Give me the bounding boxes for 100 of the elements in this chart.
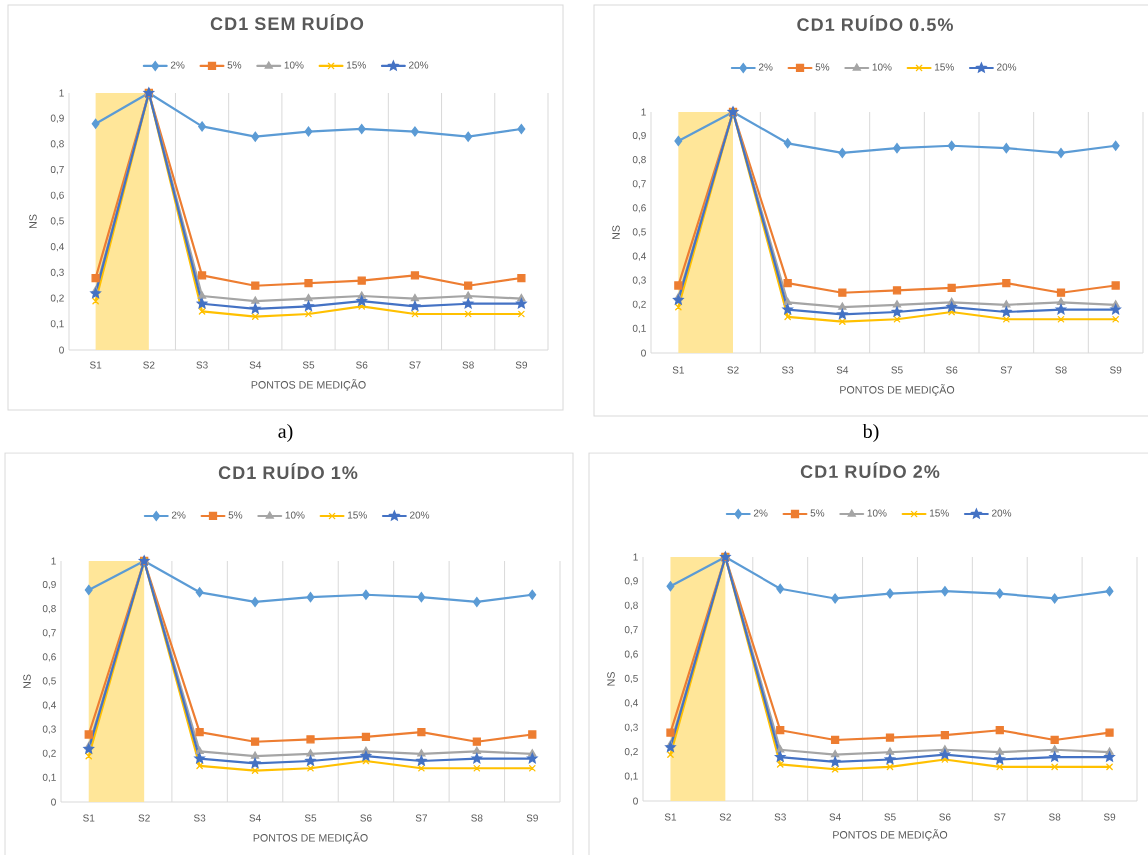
legend-label: 20%	[410, 511, 430, 519]
y-tick-label: 0	[641, 349, 646, 357]
x-tick-label: S7	[994, 813, 1006, 821]
y-tick-label: 1	[641, 108, 646, 116]
y-tick-label: 0,3	[624, 723, 638, 732]
y-axis-title: NS	[29, 214, 37, 229]
x-tick-label: S2	[727, 366, 739, 374]
y-tick-label: 0	[51, 798, 56, 806]
y-tick-label: 0,4	[50, 243, 65, 252]
x-tick-label: S2	[719, 813, 731, 821]
y-axis-title: NS	[607, 672, 615, 686]
y-tick-label: 0,3	[42, 725, 56, 734]
x-tick-label: S4	[836, 366, 849, 374]
y-tick-label: 0,8	[632, 156, 646, 165]
x-tick-label: S1	[664, 813, 677, 821]
legend-label: 5%	[815, 63, 830, 71]
legend-label: 20%	[997, 63, 1017, 71]
y-tick-label: 0,2	[624, 748, 638, 757]
y-tick-label: 0,1	[632, 324, 646, 334]
x-tick-label: S9	[1103, 813, 1116, 821]
y-tick-label: 0,1	[50, 320, 64, 329]
x-tick-label: S8	[1055, 366, 1067, 374]
y-tick-label: 0,6	[632, 204, 646, 213]
y-axis-title: NS	[23, 674, 31, 689]
y-tick-label: 0,6	[50, 191, 64, 200]
x-tick-label: S6	[946, 366, 958, 374]
y-tick-label: 0,8	[50, 140, 64, 149]
y-tick-label: 0,9	[42, 580, 56, 590]
chart-title: CD1 RUÍDO 0.5%	[797, 14, 953, 32]
y-tick-label: 0,3	[50, 268, 64, 278]
legend-label: 10%	[284, 61, 304, 69]
legend-label: 2%	[753, 509, 768, 517]
x-tick-label: S5	[891, 366, 903, 374]
y-tick-label: 0,3	[632, 276, 646, 285]
legend-label: 2%	[171, 511, 186, 519]
legend-label: 15%	[929, 509, 949, 517]
legend-label: 5%	[227, 61, 242, 69]
x-tick-label: S7	[415, 814, 428, 822]
y-tick-label: 0,5	[42, 677, 56, 686]
x-axis-title: PONTOS DE MEDIÇÃO	[253, 832, 368, 844]
y-tick-label: 0,5	[632, 228, 646, 237]
x-tick-label: S5	[302, 361, 315, 369]
y-tick-label: 1	[633, 553, 638, 561]
y-tick-label: 0,7	[624, 626, 638, 635]
legend-label: 5%	[810, 509, 825, 517]
legend-label: 20%	[409, 61, 429, 69]
x-tick-label: S6	[939, 813, 951, 821]
y-tick-label: 1	[51, 557, 56, 565]
chart-title: CD1 RUÍDO 1%	[218, 462, 358, 480]
y-tick-label: 0,8	[624, 601, 638, 610]
y-tick-label: 0,9	[624, 577, 638, 586]
y-tick-label: 0,2	[50, 294, 64, 303]
legend-label: 10%	[867, 509, 887, 517]
y-tick-label: 0,5	[624, 674, 638, 684]
legend-label: 10%	[285, 511, 305, 519]
x-tick-label: S4	[249, 814, 261, 822]
x-tick-label: S7	[409, 361, 421, 369]
x-axis-title: PONTOS DE MEDIÇÃO	[833, 829, 948, 841]
y-tick-label: 0,4	[632, 252, 647, 261]
text: b)	[862, 423, 879, 443]
x-axis-title: PONTOS DE MEDIÇÃO	[840, 384, 955, 396]
legend-label: 2%	[170, 61, 185, 69]
y-tick-label: 0,6	[42, 653, 56, 662]
chart-title: CD1 RUÍDO 2%	[800, 461, 940, 479]
x-tick-label: S3	[196, 361, 208, 369]
legend-label: 20%	[992, 509, 1012, 517]
legend-label: 2%	[758, 63, 773, 71]
x-tick-label: S8	[471, 814, 483, 822]
x-tick-label: S3	[193, 814, 206, 822]
x-tick-label: S3	[782, 366, 794, 374]
y-tick-label: 0,7	[50, 165, 64, 175]
x-tick-label: S3	[774, 813, 786, 821]
y-tick-label: 0,9	[50, 114, 64, 123]
y-tick-label: 0,2	[632, 300, 646, 309]
y-tick-label: 0,6	[624, 650, 638, 659]
x-tick-label: S8	[1049, 813, 1061, 821]
y-tick-label: 0	[59, 346, 64, 354]
x-tick-label: S5	[884, 813, 896, 821]
chart-title: CD1 SEM RUÍDO	[210, 13, 364, 31]
x-axis-title: PONTOS DE MEDIÇÃO	[251, 379, 366, 391]
x-tick-label: S1	[672, 366, 684, 374]
y-tick-label: 0,4	[42, 701, 57, 710]
x-tick-label: S2	[143, 361, 155, 369]
legend-label: 10%	[872, 63, 892, 71]
legend-label: 15%	[346, 61, 366, 69]
x-tick-label: S6	[356, 361, 368, 369]
legend-label: 15%	[347, 511, 367, 519]
x-tick-label: S1	[83, 814, 95, 822]
y-tick-label: 0,1	[42, 773, 56, 783]
legend-label: 15%	[934, 63, 954, 71]
x-tick-label: S5	[304, 814, 317, 822]
x-tick-label: S7	[1000, 366, 1012, 374]
y-tick-label: 0,7	[632, 180, 646, 189]
y-tick-label: 0,1	[624, 772, 638, 781]
x-tick-label: S1	[89, 361, 102, 369]
y-tick-label: 0,8	[42, 605, 56, 614]
y-tick-label: 1	[59, 89, 64, 97]
x-tick-label: S9	[515, 361, 528, 369]
x-tick-label: S4	[829, 813, 841, 821]
x-tick-label: S6	[360, 814, 372, 822]
